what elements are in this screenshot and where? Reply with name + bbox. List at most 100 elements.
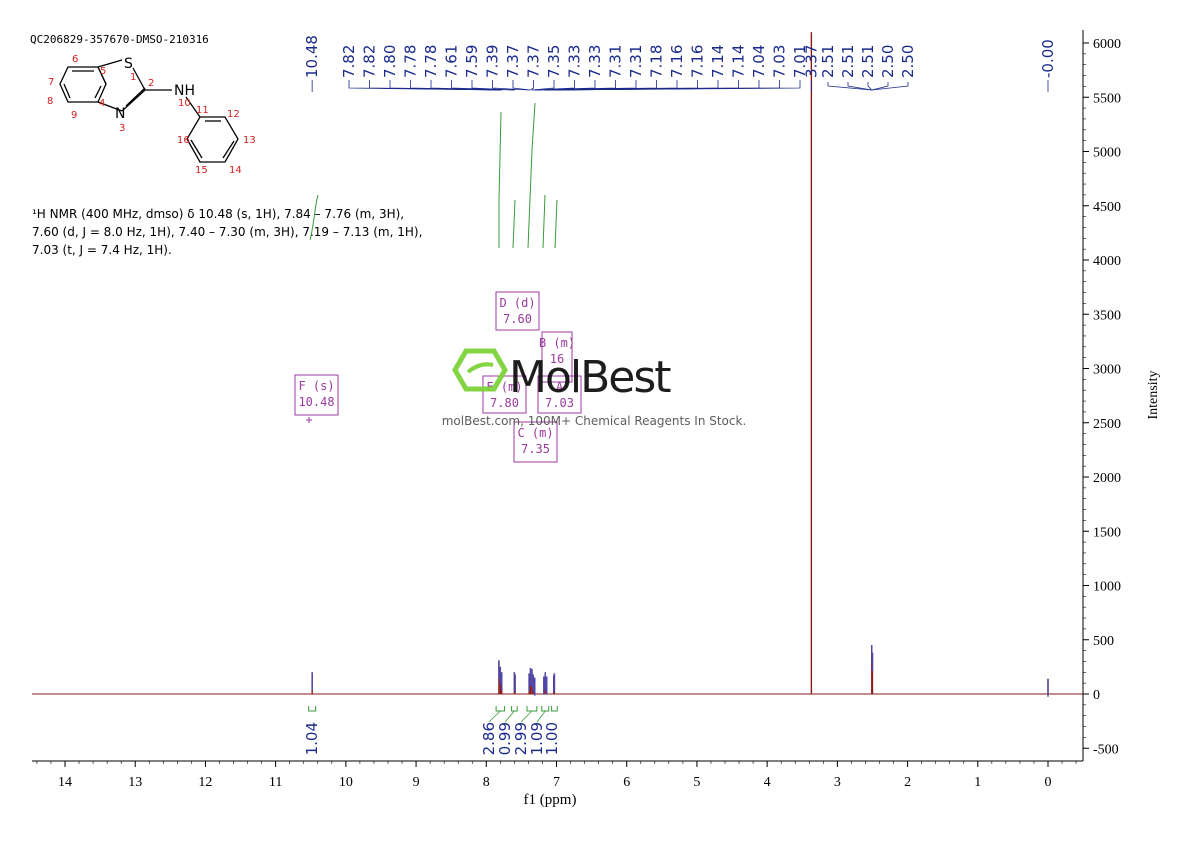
peak-label: 7.03: [771, 45, 789, 78]
multiplet-shift: 7.35: [521, 442, 550, 456]
atom-number: 14: [229, 165, 242, 176]
integral-label: 1.09: [528, 722, 546, 755]
x-tick-label: 12: [198, 775, 212, 790]
y-tick-label: 5500: [1093, 91, 1121, 106]
atom-number: 5: [100, 66, 106, 77]
peak-label-isolated: 10.48: [303, 35, 321, 78]
atom-number: 2: [148, 78, 154, 89]
peak-label: 7.04: [750, 45, 768, 78]
peak-leader-line: [492, 80, 530, 91]
x-tick-label: 0: [1045, 775, 1052, 790]
peak-label: 7.78: [422, 45, 440, 78]
y-tick-label: 2500: [1093, 417, 1121, 432]
multiplet-shift: 10.48: [298, 395, 334, 409]
atom-nh: NH: [174, 83, 195, 99]
integral-bracket: [551, 706, 558, 712]
peak-label: 7.80: [381, 45, 399, 78]
atom-number: 11: [196, 105, 209, 116]
atom-number: 15: [195, 165, 208, 176]
peak-label-solvent: 2.50: [899, 45, 917, 78]
peak-label: 7.16: [668, 45, 686, 78]
peak-label-isolated: 3.37: [802, 45, 820, 78]
integral-leader: [536, 710, 546, 723]
peak-leader-line: [512, 80, 531, 91]
integral-bracket: [511, 706, 518, 712]
nmr-description-line-2: 7.60 (d, J = 8.0 Hz, 1H), 7.40 – 7.30 (m…: [32, 225, 422, 239]
watermark-tagline: molBest.com, 100M+ Chemical Reagents In …: [442, 414, 747, 428]
peak-label: 7.61: [443, 45, 461, 78]
peak-label: 7.82: [361, 45, 379, 78]
atom-number: 1: [130, 72, 136, 83]
y-axis-label: Intensity: [1146, 371, 1161, 420]
x-tick-label: 13: [128, 775, 142, 790]
multiplet-box: [495, 291, 540, 331]
peak-leader-line: [531, 80, 555, 91]
atom-number: 13: [243, 135, 256, 146]
peak-label-solvent: 2.51: [859, 45, 877, 78]
x-tick-label: 5: [693, 775, 700, 790]
multiplet-box: [541, 331, 573, 383]
x-tick-label: 7: [553, 775, 560, 790]
y-tick-label: -500: [1093, 742, 1119, 757]
integral-leader: [488, 710, 501, 723]
integral-bracket: [526, 706, 538, 712]
nmr-description-line-3: 7.03 (t, J = 7.4 Hz, 1H).: [32, 243, 172, 257]
atom-number: 10: [178, 98, 191, 109]
peak-label-solvent: 2.51: [839, 45, 857, 78]
peak-leader-line: [555, 80, 801, 91]
x-tick-label: 10: [339, 775, 353, 790]
peak-label: 7.82: [340, 45, 358, 78]
atom-number: 12: [227, 109, 240, 120]
peak-leader-line: [871, 82, 889, 91]
peak-labels: 7.82 7.82 7.80 7.78 7.78 7.61 7.59 7.39 7.37 7.37…: [303, 35, 1057, 92]
multiplet-box: [513, 421, 558, 463]
peak-label: 7.37: [525, 45, 543, 78]
y-tick-label: 6000: [1093, 37, 1121, 52]
sample-id: QC206829-357670-DMSO-210316: [30, 33, 209, 46]
peak-label: 7.14: [709, 45, 727, 78]
integral-label: 2.99: [512, 722, 530, 755]
peak-label: 7.35: [545, 45, 563, 78]
x-tick-label: 4: [764, 775, 771, 790]
y-tick-label: 1500: [1093, 525, 1121, 540]
x-tick-label: 6: [623, 775, 630, 790]
atom-number: 6: [72, 54, 78, 65]
peak-label: 7.37: [504, 45, 522, 78]
peak-leader-line: [867, 82, 873, 91]
multiplet-shift: 7.60: [503, 312, 532, 326]
peak-label: 7.31: [627, 45, 645, 78]
nmr-description-line-1: ¹H NMR (400 MHz, dmso) δ 10.48 (s, 1H), …: [32, 207, 404, 221]
integral-bracket: [495, 706, 506, 712]
spectrum-trace: [32, 32, 1083, 697]
atom-number: 8: [47, 96, 53, 107]
peak-label: 7.14: [730, 45, 748, 78]
nmr-description: ¹H NMR (400 MHz, dmso) δ 10.48 (s, 1H), …: [32, 207, 422, 257]
peak-label: 7.39: [484, 45, 502, 78]
atom-number: 9: [71, 110, 77, 121]
peak-label: 7.59: [463, 45, 481, 78]
multiplet-id: A: [556, 380, 564, 394]
multiplet-id: D (d): [499, 296, 535, 310]
integral-label: 1.04: [303, 722, 321, 755]
y-tick-label: 1000: [1093, 580, 1121, 595]
integral-leader: [504, 710, 515, 723]
peak-leader-line: [827, 82, 872, 91]
y-tick-label: 0: [1093, 688, 1100, 703]
peak-leader-line: [430, 80, 502, 91]
peak-label: 7.31: [607, 45, 625, 78]
x-tick-label: 3: [834, 775, 841, 790]
peak-label-solvent: 2.51: [819, 45, 837, 78]
x-tick-label: 2: [904, 775, 911, 790]
multiplet-id: B (m): [539, 336, 575, 350]
integrals: 1.04 2.860.992.991.091.00: [303, 706, 561, 755]
atom-number: 4: [99, 98, 105, 109]
chemical-structure: [59, 59, 239, 163]
multiplet-id: C (m): [517, 426, 553, 440]
x-axis-label: f1 (ppm): [524, 792, 577, 808]
multiplet-shift: 7.03: [545, 396, 574, 410]
integral-label: 1.00: [543, 722, 561, 755]
integral-label: 0.99: [496, 722, 514, 755]
atom-s: S: [124, 56, 133, 72]
structure-atom-numbers: 1 2 3 4 5 6 7 8 9 10 11 12 13 14 15 16: [47, 54, 256, 176]
structure-atom-labels: S NH N: [115, 56, 195, 122]
